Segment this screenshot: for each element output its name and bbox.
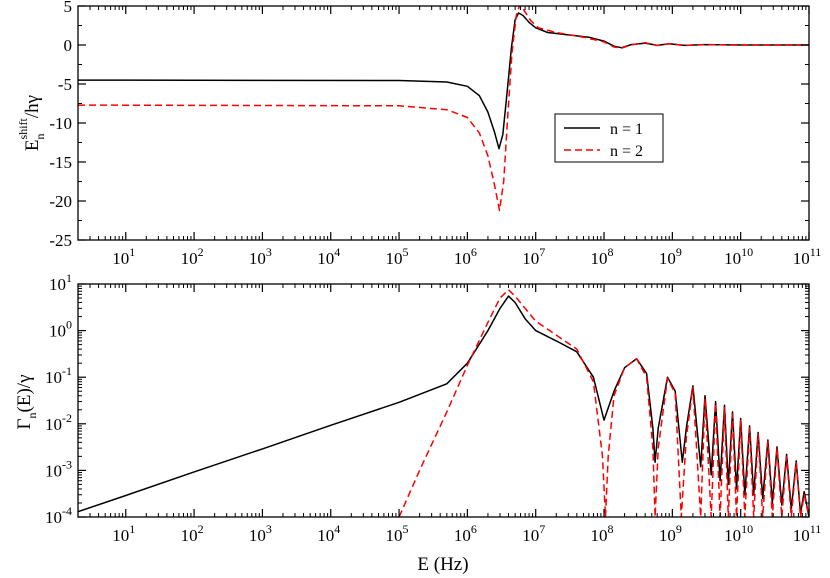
top-x-tick-label: 1010 (724, 245, 753, 268)
top-x-tick-label: 103 (249, 245, 272, 268)
bottom-x-tick-label: 107 (522, 522, 545, 545)
bottom-y-tick-label: 100 (49, 318, 72, 341)
top-y-tick-label: -25 (49, 231, 72, 250)
top-y-tick-label: 5 (64, 0, 73, 16)
top-y-tick-label: -5 (58, 75, 72, 94)
bottom-x-tick-label: 106 (454, 522, 477, 545)
top-y-tick-label: -20 (49, 192, 72, 211)
top-panel: 101 102 103 104 105 106 107 108 109 1010 1011 5 0 -5 -… (16, 0, 821, 268)
top-x-tick-label: 102 (181, 245, 204, 268)
top-x-tick-label: 105 (386, 245, 409, 268)
bottom-y-tick-label: 101 (49, 271, 72, 294)
bottom-panel: 101 102 103 104 105 106 107 108 109 1010 1011 101 10… (14, 271, 821, 575)
top-x-tick-label: 106 (454, 245, 477, 268)
top-y-tick-label: 0 (64, 36, 73, 55)
bottom-series-n1-line (78, 295, 809, 517)
bottom-x-tick-label: 108 (591, 522, 614, 545)
top-series-n2-line (78, 6, 809, 212)
top-x-tick-label: 107 (522, 245, 545, 268)
legend-box (554, 113, 664, 163)
bottom-y-tick-label: 10-2 (45, 411, 72, 434)
bottom-x-tick-label: 105 (386, 522, 409, 545)
bottom-y-tick-label: 10-1 (45, 364, 72, 387)
bottom-y-tick-label: 10-4 (45, 504, 72, 527)
bottom-x-tick-label: 1010 (724, 522, 753, 545)
bottom-x-tick-label: 103 (249, 522, 272, 545)
bottom-x-tick-label: 102 (181, 522, 204, 545)
bottom-plot-frame (77, 283, 810, 518)
bottom-x-tick-label: 104 (317, 522, 340, 545)
top-y-axis-label: Enshift/hγ (16, 95, 47, 151)
legend-label-n2: n = 2 (610, 143, 643, 160)
top-x-tick-label: 108 (591, 245, 614, 268)
bottom-y-axis-label: Γn(E)/γ (14, 375, 39, 430)
bottom-x-axis-label: E (Hz) (417, 554, 468, 575)
top-y-tick-label: -10 (49, 114, 72, 133)
top-y-tick-label: -15 (49, 153, 72, 172)
top-x-tick-label: 109 (659, 245, 682, 268)
bottom-x-tick-label: 101 (112, 522, 135, 545)
legend-label-n1: n = 1 (610, 121, 643, 138)
bottom-y-tick-label: 10-3 (45, 457, 72, 480)
bottom-x-tick-label: 1011 (793, 522, 822, 545)
top-plot-frame (77, 5, 810, 241)
legend: n = 1 n = 2 (554, 113, 664, 163)
bottom-x-tick-label: 109 (659, 522, 682, 545)
bottom-series-n2-line (398, 289, 809, 517)
top-x-tick-label: 104 (317, 245, 340, 268)
top-x-tick-label: 101 (112, 245, 135, 268)
top-x-tick-label: 1011 (793, 245, 822, 268)
top-series-n1-line (78, 12, 809, 150)
